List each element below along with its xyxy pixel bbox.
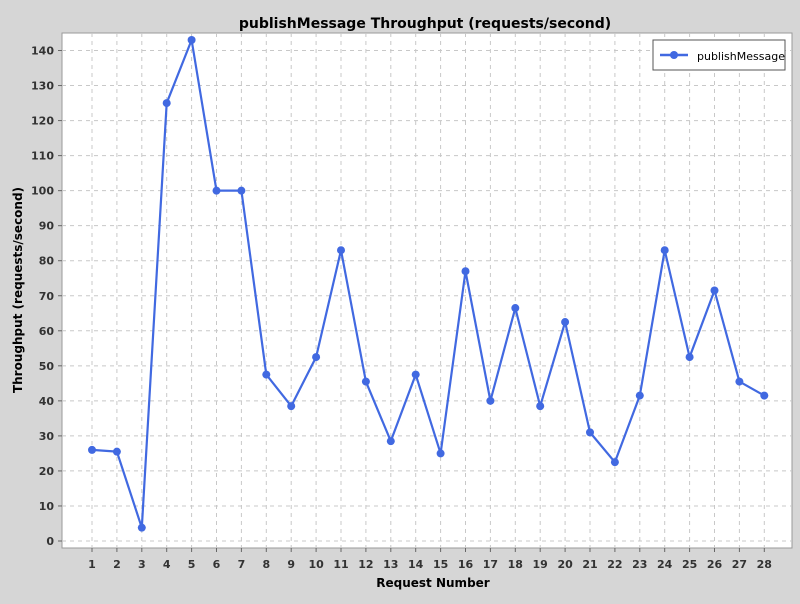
data-point [337,246,345,255]
data-point [187,36,196,45]
x-tick-label: 7 [238,558,246,571]
data-point [436,449,445,458]
legend: publishMessage [652,39,786,71]
x-tick-label: 22 [607,558,622,571]
legend-box [652,39,786,71]
x-tick-label: 11 [333,558,348,571]
data-point [287,402,296,411]
y-tick-label: 110 [31,150,54,163]
x-tick-label: 6 [213,558,221,571]
series-layer [88,36,769,532]
data-point [137,523,146,532]
y-tick-label: 30 [39,430,55,443]
data-point [386,437,395,446]
y-tick-label: 50 [39,360,55,373]
data-point [411,370,420,379]
legend-label: publishMessage [697,50,785,63]
data-point [610,458,619,467]
x-tick-label: 10 [308,558,324,571]
data-point [685,353,694,362]
y-tick-label: 60 [39,325,55,338]
chart-title: publishMessage Throughput (requests/seco… [239,16,611,32]
y-tick-label: 130 [31,80,54,93]
data-point [586,428,594,437]
y-tick-label: 10 [39,500,55,513]
x-tick-label: 27 [732,558,747,571]
x-tick-label: 2 [113,558,121,571]
y-tick-label: 20 [39,465,55,478]
x-tick-label: 12 [358,558,373,571]
y-tick-label: 100 [31,185,54,198]
x-tick-label: 9 [287,558,295,571]
data-point [536,402,545,411]
data-point [710,286,719,295]
data-point [461,267,470,276]
x-tick-label: 3 [138,558,146,571]
x-tick-label: 21 [582,558,597,571]
x-tick-label: 25 [682,558,697,571]
data-point [635,391,644,400]
data-point [735,377,744,386]
data-point [312,353,321,362]
data-point [212,186,221,195]
legend-marker [670,51,678,59]
x-tick-label: 26 [707,558,723,571]
x-tick-label: 18 [508,558,523,571]
x-tick-label: 14 [408,558,424,571]
x-tick-label: 15 [433,558,448,571]
data-point [561,318,570,327]
data-point [511,304,520,313]
data-point [237,186,246,195]
y-axis-label: Throughput (requests/second) [11,187,25,393]
data-point [112,447,121,456]
x-tick-label: 4 [163,558,171,571]
y-tick-label: 120 [31,115,54,128]
data-point [262,370,271,379]
x-tick-label: 13 [383,558,398,571]
y-tick-label: 40 [39,395,55,408]
y-tick-label: 70 [39,290,55,303]
data-point [162,99,171,108]
data-point [760,391,769,400]
x-tick-label: 8 [262,558,270,571]
data-point [486,396,495,405]
x-tick-label: 16 [458,558,474,571]
data-point [361,377,370,386]
x-tick-label: 23 [632,558,647,571]
y-tick-label: 90 [39,220,55,233]
x-tick-label: 19 [533,558,548,571]
grid-layer [62,33,792,548]
data-point [660,246,669,255]
x-tick-label: 28 [757,558,772,571]
y-tick-label: 0 [46,535,54,548]
plot-area [61,32,793,549]
x-axis-label: Request Number [376,576,490,590]
x-tick-label: 17 [483,558,498,571]
x-tick-label: 24 [657,558,673,571]
data-point [88,445,96,454]
x-tick-label: 20 [557,558,573,571]
series-line-publishMessage [91,38,765,529]
x-tick-label: 5 [188,558,196,571]
x-tick-label: 1 [88,558,96,571]
y-tick-label: 140 [31,45,54,58]
y-tick-label: 80 [39,255,55,268]
